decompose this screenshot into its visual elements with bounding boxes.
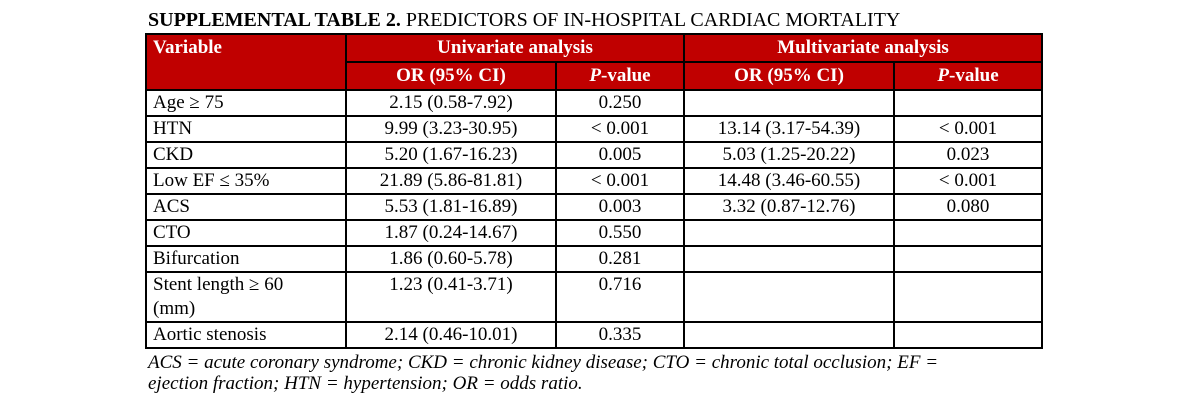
cell-multivariate-or [683, 245, 896, 273]
cell-univariate-p: 0.716 [554, 271, 686, 323]
table-row: HTN 9.99 (3.23-30.95) < 0.001 13.14 (3.17-5… [145, 115, 1044, 143]
cell-univariate-or: 21.89 (5.86-81.81) [345, 167, 557, 195]
cell-univariate-p: 0.003 [554, 193, 686, 221]
cell-multivariate-or [683, 321, 896, 349]
cell-multivariate-p: 0.023 [893, 141, 1044, 169]
cell-variable: CKD [145, 141, 347, 169]
table-row: Aortic stenosis 2.14 (0.46-10.01) 0.335 [145, 321, 1044, 349]
cell-univariate-p: < 0.001 [554, 167, 686, 195]
table-row: CTO 1.87 (0.24-14.67) 0.550 [145, 219, 1044, 247]
cell-multivariate-p [893, 245, 1044, 273]
p-value-italic-p: P [937, 65, 950, 86]
cell-variable: ACS [145, 193, 347, 221]
cell-univariate-p: < 0.001 [554, 115, 686, 143]
title-table-number: SUPPLEMENTAL TABLE 2. [148, 9, 401, 31]
cell-variable: Age ≥ 75 [145, 89, 347, 117]
footnote: ACS = acute coronary syndrome; CKD = chr… [148, 352, 1045, 394]
cell-univariate-or: 2.15 (0.58-7.92) [345, 89, 557, 117]
cell-multivariate-p [893, 219, 1044, 247]
document-content: SUPPLEMENTAL TABLE 2. PREDICTORS OF IN-H… [145, 8, 1045, 394]
cell-multivariate-or: 5.03 (1.25-20.22) [683, 141, 896, 169]
cell-univariate-or: 9.99 (3.23-30.95) [345, 115, 557, 143]
footnote-line-2: ejection fraction; HTN = hypertension; O… [148, 373, 583, 394]
predictors-table: Variable Univariate analysis Multivariat… [145, 33, 1044, 349]
cell-univariate-or: 1.23 (0.41-3.71) [345, 271, 557, 323]
table-row: Age ≥ 75 2.15 (0.58-7.92) 0.250 [145, 89, 1044, 117]
cell-univariate-or: 1.87 (0.24-14.67) [345, 219, 557, 247]
title-table-caption: PREDICTORS OF IN-HOSPITAL CARDIAC MORTAL… [400, 9, 901, 31]
cell-univariate-p: 0.550 [554, 219, 686, 247]
cell-multivariate-p: < 0.001 [893, 167, 1044, 195]
cell-univariate-or: 5.20 (1.67-16.23) [345, 141, 557, 169]
table-row: Low EF ≤ 35% 21.89 (5.86-81.81) < 0.001 14.… [145, 167, 1044, 195]
table-row: ACS 5.53 (1.81-16.89) 0.003 3.32 (0.87-12.7… [145, 193, 1044, 221]
table-row: Bifurcation 1.86 (0.60-5.78) 0.281 [145, 245, 1044, 273]
header-univariate-analysis: Univariate analysis [344, 33, 686, 63]
cell-variable: CTO [145, 219, 347, 247]
p-value-italic-p: P [589, 65, 601, 86]
cell-multivariate-or [683, 89, 896, 117]
footnote-line-1: ACS = acute coronary syndrome; CKD = chr… [148, 352, 939, 373]
header-multivariate-or-ci: OR (95% CI) [683, 61, 896, 91]
cell-multivariate-p [893, 321, 1044, 349]
cell-multivariate-p: 0.080 [893, 193, 1044, 221]
table-row: Stent length ≥ 60 (mm) 1.23 (0.41-3.71) 0.… [145, 271, 1044, 323]
cell-multivariate-or: 14.48 (3.46-60.55) [683, 167, 896, 195]
header-univariate-p-value: P-value [554, 61, 686, 91]
cell-univariate-p: 0.335 [554, 321, 686, 349]
cell-univariate-or: 5.53 (1.81-16.89) [345, 193, 557, 221]
cell-multivariate-p [893, 89, 1044, 117]
cell-univariate-p: 0.250 [554, 89, 686, 117]
cell-multivariate-or [683, 271, 896, 323]
page-title: SUPPLEMENTAL TABLE 2. PREDICTORS OF IN-H… [148, 8, 1045, 32]
cell-univariate-or: 1.86 (0.60-5.78) [345, 245, 557, 273]
header-multivariate-p-value: P-value [893, 61, 1044, 91]
header-row-measures: OR (95% CI) P-value OR (95% CI) P-value [146, 61, 1044, 91]
cell-univariate-p: 0.005 [554, 141, 686, 169]
p-value-rest: -value [601, 65, 651, 86]
cell-univariate-p: 0.281 [554, 245, 686, 273]
cell-multivariate-or: 3.32 (0.87-12.76) [683, 193, 896, 221]
cell-variable: HTN [145, 115, 347, 143]
table-row: CKD 5.20 (1.67-16.23) 0.005 5.03 (1.25-20.2… [145, 141, 1044, 169]
cell-multivariate-p [893, 271, 1044, 323]
table-body: Age ≥ 75 2.15 (0.58-7.92) 0.250 HTN 9.99 (3.… [145, 89, 1044, 349]
header-row-groups: Variable Univariate analysis Multivariat… [145, 33, 1044, 91]
header-variable: Variable [145, 33, 347, 91]
header-multivariate-analysis: Multivariate analysis [683, 33, 1044, 63]
cell-univariate-or: 2.14 (0.46-10.01) [345, 321, 557, 349]
header-univariate-or-ci: OR (95% CI) [345, 61, 557, 91]
cell-multivariate-p: < 0.001 [893, 115, 1044, 143]
cell-variable: Aortic stenosis [145, 321, 347, 349]
cell-variable: Bifurcation [145, 245, 347, 273]
cell-multivariate-or: 13.14 (3.17-54.39) [683, 115, 896, 143]
p-value-rest: -value [949, 65, 999, 86]
cell-variable: Low EF ≤ 35% [145, 167, 347, 195]
table-header: Variable Univariate analysis Multivariat… [145, 33, 1044, 91]
cell-multivariate-or [683, 219, 896, 247]
cell-variable: Stent length ≥ 60 (mm) [145, 271, 347, 323]
